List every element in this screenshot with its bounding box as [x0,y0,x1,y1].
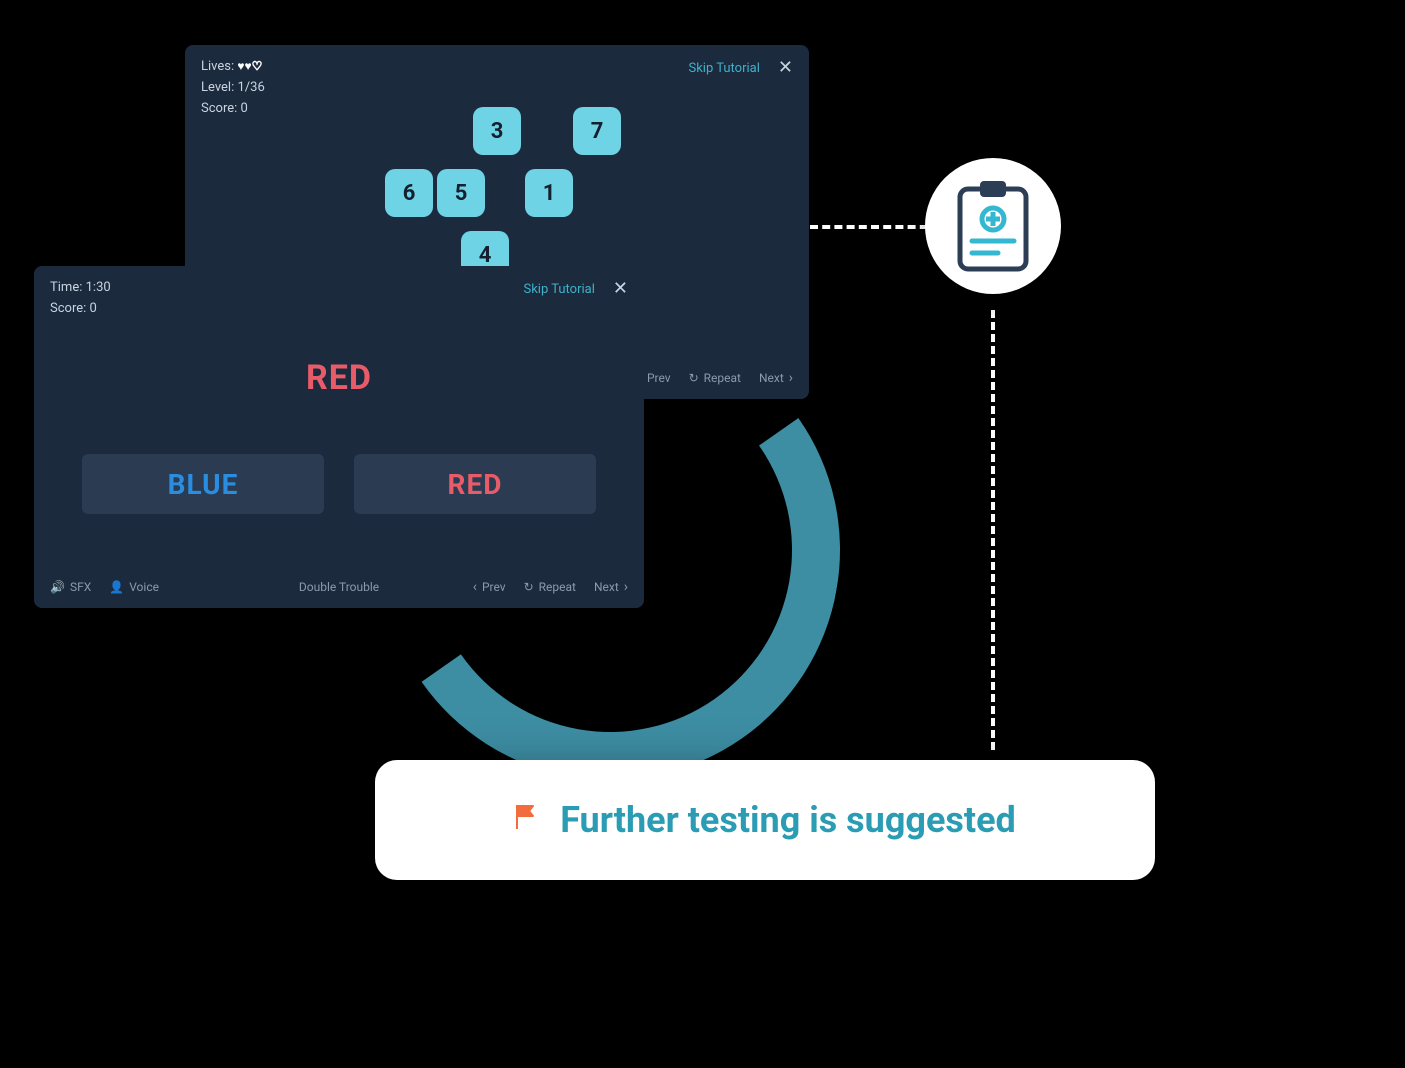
dashed-connector-horizontal [810,225,940,229]
sfx-toggle[interactable]: 🔊 SFX [50,580,91,594]
close-icon[interactable]: ✕ [778,59,793,77]
next-button[interactable]: Next › [759,370,793,386]
choice-button[interactable]: RED [354,454,596,514]
number-tile[interactable]: 3 [473,107,521,155]
time-label: Time: [50,280,82,295]
suggestion-banner: Further testing is suggested [375,760,1155,880]
stroop-game-panel: Time: 1:30 Score: 0 Skip Tutorial ✕ RED … [34,266,644,608]
time-value: 1:30 [86,280,111,295]
repeat-label: Repeat [704,371,741,385]
repeat-label: Repeat [539,580,576,594]
skip-tutorial-link[interactable]: Skip Tutorial [689,61,760,76]
level-label: Level: [201,80,234,95]
voice-label: Voice [129,580,159,594]
prev-label: Prev [647,371,671,385]
number-tile[interactable]: 6 [385,169,433,217]
number-tile[interactable]: 7 [573,107,621,155]
chevron-right-icon: › [789,370,793,386]
prev-label: Prev [482,580,506,594]
repeat-icon: ↻ [524,580,534,594]
prev-button[interactable]: ‹ Prev [473,579,506,595]
sfx-label: SFX [70,580,91,594]
close-icon[interactable]: ✕ [613,280,628,298]
score-label: Score: [50,301,86,316]
lives-row: Lives: ♥♥♡ [201,57,265,78]
choice-row: BLUE RED [82,454,596,514]
choice-button[interactable]: BLUE [82,454,324,514]
voice-toggle[interactable]: 👤 Voice [109,580,159,594]
repeat-button[interactable]: ↻ Repeat [524,580,576,594]
chevron-right-icon: › [624,579,628,595]
sound-icon: 🔊 [50,580,65,594]
clipboard-badge [925,158,1061,294]
game-title: Double Trouble [299,580,379,594]
heart-filled-icon: ♥ [245,57,252,76]
next-button[interactable]: Next › [594,579,628,595]
repeat-icon: ↻ [689,371,699,385]
banner-text: Further testing is suggested [560,799,1016,841]
chevron-left-icon: ‹ [473,579,477,595]
flag-icon [514,803,540,838]
dashed-connector-vertical [991,310,995,750]
stroop-prompt: RED [34,358,644,398]
next-label: Next [594,580,619,594]
repeat-button[interactable]: ↻ Repeat [689,371,741,385]
heart-empty-icon: ♡ [252,57,263,76]
skip-tutorial-link[interactable]: Skip Tutorial [524,282,595,297]
lives-label: Lives: [201,59,234,74]
heart-filled-icon: ♥ [237,57,244,76]
score-value: 0 [90,301,97,316]
voice-icon: 👤 [109,580,124,594]
number-tile[interactable]: 5 [437,169,485,217]
next-label: Next [759,371,784,385]
level-value: 1/36 [237,80,264,95]
number-tile[interactable]: 1 [525,169,573,217]
lives-hearts: ♥♥♡ [237,59,262,74]
clipboard-icon [954,179,1032,273]
